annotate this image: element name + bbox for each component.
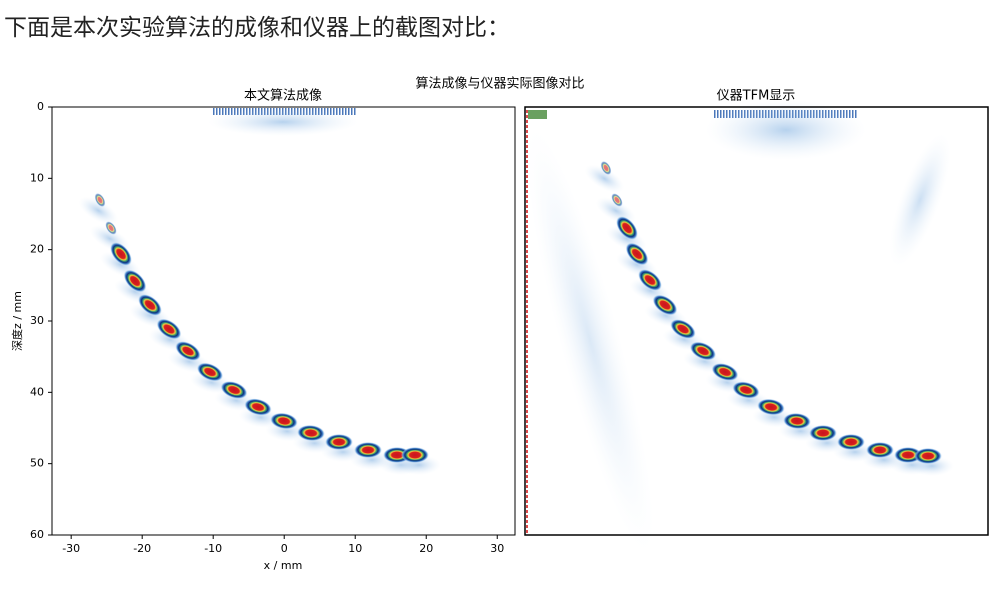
heading: 下面是本次实验算法的成像和仪器上的截图对比： [4,15,510,41]
x-tick-label: 0 [281,542,288,555]
y-tick-label: 30 [30,314,44,327]
reflector [220,381,248,399]
reflector [711,363,739,381]
reflector [94,192,106,208]
reflector [757,398,785,416]
x-tick-label: -30 [62,542,80,555]
x-tick-label: -20 [133,542,151,555]
reflector [732,381,760,399]
reflector [600,160,612,176]
array-halo [706,100,866,160]
array-halo [208,108,358,136]
reflector [110,242,132,266]
reflector [689,341,717,361]
y-tick-label: 50 [30,457,44,470]
artifact-band [526,127,654,553]
reflector [809,425,837,441]
reflector [837,434,865,450]
x-axis-label: x / mm [264,559,303,572]
figure-title: 算法成像与仪器实际图像对比 [415,77,584,92]
y-tick-label: 60 [30,528,44,541]
reflector [196,362,224,382]
reflector [297,424,325,442]
instrument-marker [528,110,547,119]
left-panel-title: 本文算法成像 [244,89,322,104]
reflector [866,442,894,458]
reflector [175,341,201,361]
artifact-band [889,133,951,267]
right-image-frame [524,106,989,536]
reflector [616,216,638,240]
reflector [401,447,429,463]
reflector [914,448,942,464]
x-tick-label: 30 [490,542,504,555]
reflector [625,242,649,266]
right-panel-title: 仪器TFM显示 [717,89,796,104]
halo [78,196,119,225]
reflector [138,294,162,316]
reflector [105,221,117,235]
left-axes-frame [51,106,516,536]
reflector [652,294,678,316]
reflector [270,412,298,430]
reflector [783,412,811,430]
reflector [244,398,272,416]
reflector [670,319,696,339]
x-tick-label: 10 [348,542,362,555]
right-image [526,100,954,553]
halo [584,164,625,193]
reflector [123,269,147,293]
reflector [325,434,353,450]
reflector [354,442,382,458]
x-tick-label: -10 [204,542,222,555]
y-tick-label: 20 [30,243,44,256]
reflector [611,193,623,207]
reflector [638,269,662,291]
reflector [894,447,922,463]
y-tick-label: 0 [37,100,44,113]
x-tick-label: 20 [419,542,433,555]
y-tick-label: 40 [30,385,44,398]
y-tick-label: 10 [30,171,44,184]
y-axis-label: 深度z / mm [10,291,24,351]
left-image [78,108,441,475]
reflector [156,318,182,340]
